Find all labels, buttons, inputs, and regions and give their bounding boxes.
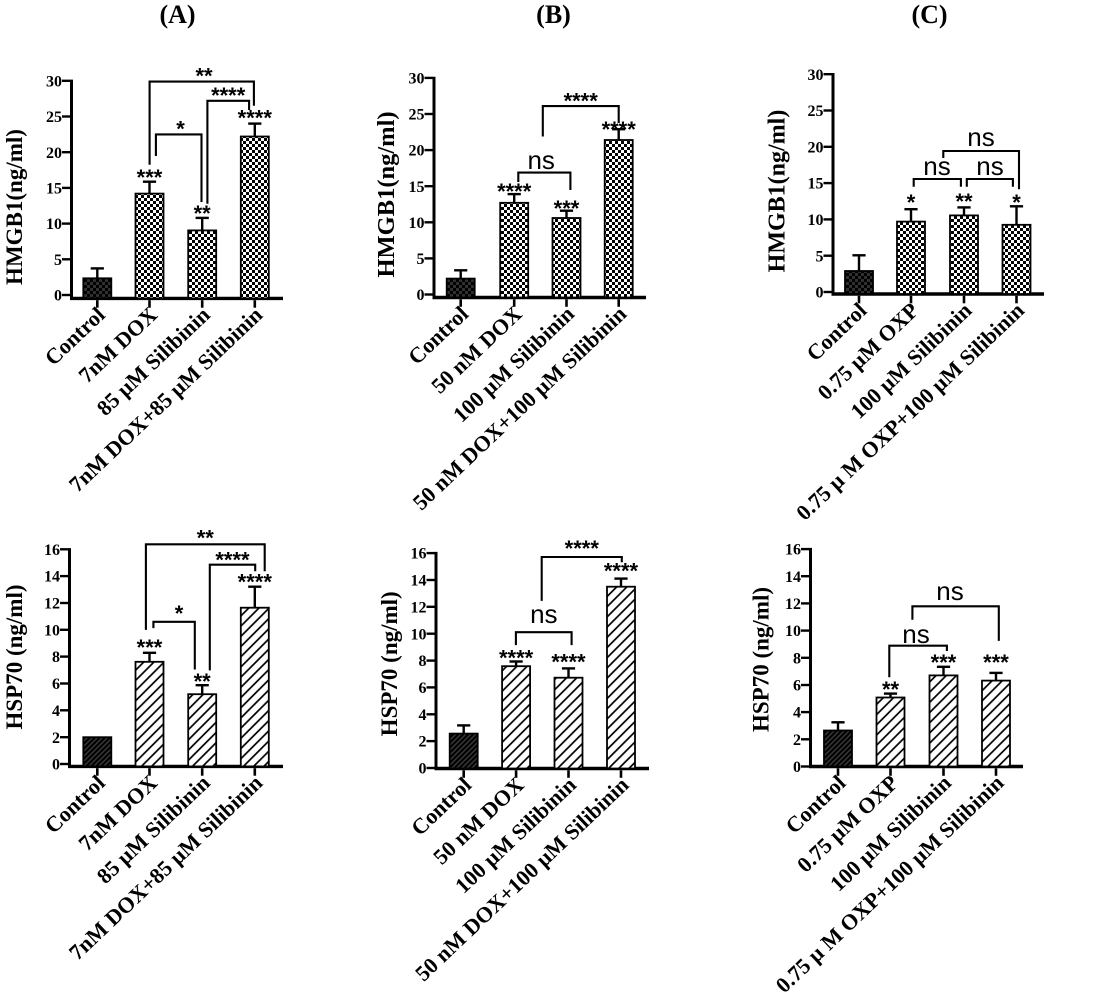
svg-text:5: 5 (54, 252, 62, 269)
svg-text:*: * (907, 190, 916, 215)
svg-text:****: **** (238, 570, 273, 595)
svg-text:ns: ns (976, 151, 1003, 181)
svg-text:****: **** (602, 117, 637, 142)
svg-text:4: 4 (52, 703, 60, 720)
svg-text:****: **** (238, 106, 273, 131)
svg-text:ns: ns (527, 145, 554, 175)
svg-text:14: 14 (44, 569, 60, 586)
svg-text:***: *** (983, 650, 1009, 675)
svg-text:****: **** (564, 89, 599, 114)
svg-text:15: 15 (409, 179, 425, 196)
svg-text:2: 2 (419, 734, 427, 751)
svg-text:8: 8 (793, 650, 801, 667)
svg-text:6: 6 (793, 678, 801, 695)
svg-text:***: *** (931, 650, 957, 675)
svg-text:**: ** (194, 669, 212, 694)
svg-text:0: 0 (816, 285, 824, 302)
svg-text:****: **** (497, 179, 532, 204)
svg-text:0: 0 (419, 761, 427, 778)
svg-text:**: ** (882, 677, 900, 702)
svg-text:30: 30 (409, 71, 425, 88)
svg-text:10: 10 (409, 215, 425, 232)
svg-text:**: ** (197, 526, 215, 551)
svg-text:HMGB1(ng/ml): HMGB1(ng/ml) (2, 129, 27, 285)
svg-text:****: **** (565, 536, 600, 561)
svg-text:****: **** (604, 559, 639, 584)
svg-text:20: 20 (46, 145, 62, 162)
svg-text:14: 14 (411, 573, 427, 590)
svg-text:*: * (175, 601, 184, 626)
svg-text:30: 30 (46, 73, 62, 90)
svg-text:10: 10 (44, 622, 60, 639)
svg-text:HSP70 (ng/ml): HSP70 (ng/ml) (377, 591, 402, 736)
svg-text:2: 2 (793, 732, 801, 749)
svg-text:12: 12 (785, 596, 801, 613)
svg-text:12: 12 (411, 599, 427, 616)
svg-text:5: 5 (417, 251, 425, 268)
svg-text:8: 8 (52, 649, 60, 666)
svg-text:(A): (A) (159, 0, 195, 29)
svg-text:2: 2 (52, 730, 60, 747)
svg-text:10: 10 (46, 216, 62, 233)
svg-text:****: **** (499, 645, 534, 670)
svg-text:0: 0 (52, 757, 60, 774)
svg-text:***: *** (554, 196, 580, 221)
svg-text:4: 4 (419, 707, 427, 724)
svg-text:15: 15 (808, 176, 824, 193)
svg-text:ns: ns (967, 122, 994, 152)
svg-text:****: **** (211, 83, 246, 108)
svg-text:6: 6 (419, 680, 427, 697)
svg-text:HSP70 (ng/ml): HSP70 (ng/ml) (748, 587, 773, 732)
svg-text:16: 16 (785, 542, 801, 559)
svg-text:HSP70 (ng/ml): HSP70 (ng/ml) (2, 584, 27, 729)
svg-text:(B): (B) (536, 0, 571, 29)
svg-text:25: 25 (409, 107, 425, 124)
svg-text:***: *** (137, 635, 163, 660)
svg-text:ns: ns (902, 619, 929, 649)
svg-text:20: 20 (808, 139, 824, 156)
svg-text:ns: ns (530, 599, 557, 629)
svg-text:15: 15 (46, 181, 62, 198)
svg-text:12: 12 (44, 596, 60, 613)
svg-text:14: 14 (785, 569, 801, 586)
svg-text:**: ** (195, 64, 213, 89)
svg-text:6: 6 (52, 676, 60, 693)
svg-text:5: 5 (816, 248, 824, 265)
svg-text:ns: ns (923, 151, 950, 181)
svg-text:****: **** (215, 548, 250, 573)
svg-text:16: 16 (411, 546, 427, 563)
svg-text:25: 25 (46, 109, 62, 126)
svg-text:*: * (176, 117, 185, 142)
svg-text:*: * (1012, 190, 1021, 215)
svg-text:**: ** (194, 201, 212, 226)
svg-text:8: 8 (419, 653, 427, 670)
svg-text:**: ** (955, 189, 973, 214)
svg-text:(C): (C) (911, 0, 947, 29)
svg-text:20: 20 (409, 143, 425, 160)
svg-text:0: 0 (54, 288, 62, 305)
svg-text:0: 0 (793, 759, 801, 776)
svg-text:10: 10 (808, 212, 824, 229)
svg-text:4: 4 (793, 705, 801, 722)
svg-text:25: 25 (808, 103, 824, 120)
svg-text:***: *** (137, 165, 163, 190)
svg-text:ns: ns (936, 576, 963, 606)
svg-text:10: 10 (411, 626, 427, 643)
svg-text:HMGB1(ng/ml): HMGB1(ng/ml) (765, 110, 791, 273)
svg-text:30: 30 (808, 67, 824, 84)
svg-text:0: 0 (417, 287, 425, 304)
svg-text:****: **** (551, 650, 586, 675)
svg-text:HMGB1(ng/ml): HMGB1(ng/ml) (373, 111, 400, 277)
svg-text:10: 10 (785, 623, 801, 640)
svg-text:16: 16 (44, 542, 60, 559)
